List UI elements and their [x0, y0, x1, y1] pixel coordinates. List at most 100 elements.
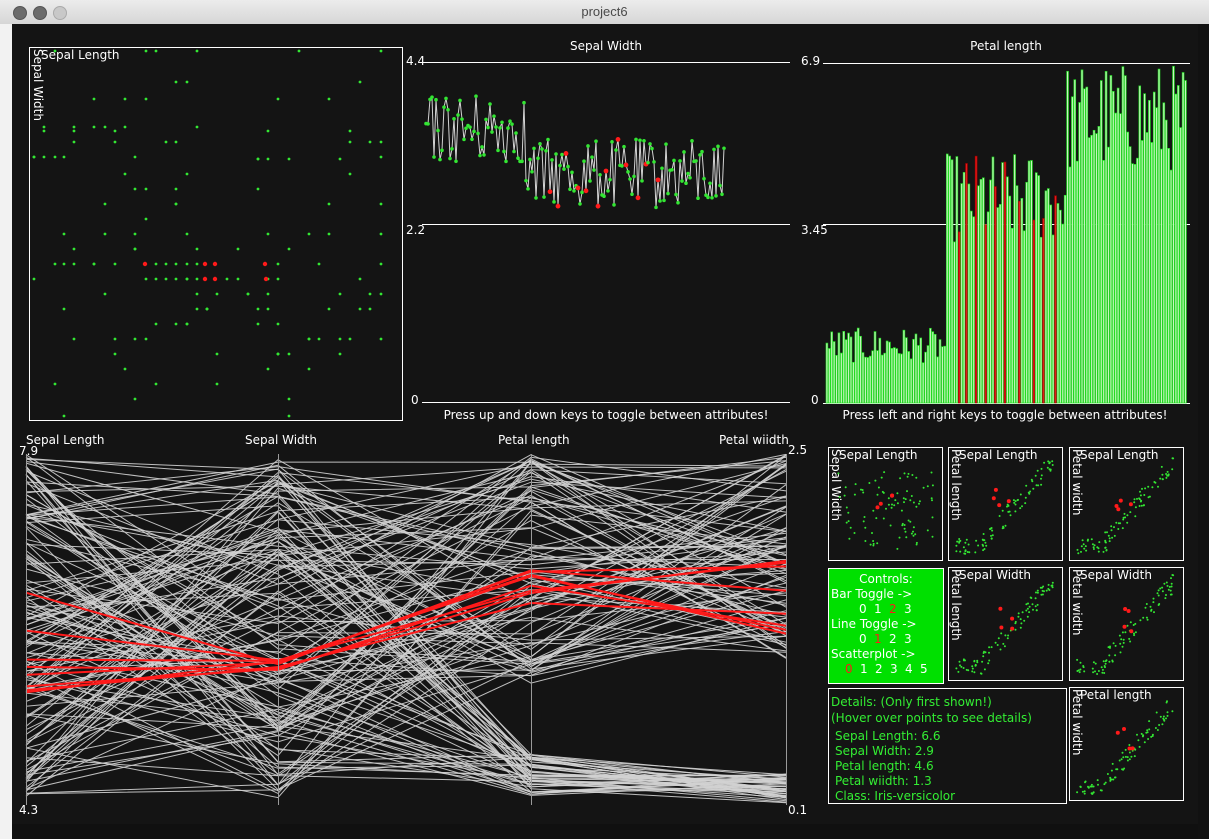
sketch-canvas[interactable]: Sepal Length Sepal Width Sepal Width 4.4…	[12, 24, 1198, 824]
matrix-y-label: Petal length	[949, 569, 963, 641]
matrix-point	[1170, 585, 1173, 588]
matrix-highlight-point	[997, 503, 1002, 508]
line-point	[558, 163, 562, 168]
matrix-point	[1104, 546, 1107, 549]
bar	[880, 354, 884, 404]
scatter-point	[113, 337, 117, 341]
scatter-point	[256, 157, 260, 161]
bar	[830, 331, 833, 404]
line-chart-panel[interactable]: Sepal Width 4.4 2.2 0 Press up and down …	[406, 39, 790, 422]
line-point	[646, 160, 650, 165]
line-point	[634, 137, 638, 142]
matrix-point	[1148, 720, 1151, 723]
line-point	[552, 200, 556, 204]
line-point	[438, 157, 442, 162]
matrix-point	[918, 502, 920, 505]
minimize-window-icon[interactable]	[33, 6, 47, 20]
bar-opts-0[interactable]: 0	[859, 602, 867, 616]
scatter-points[interactable]	[32, 49, 383, 418]
scatter-opts-1[interactable]: 1	[860, 662, 868, 676]
bar	[837, 332, 841, 404]
scatter-point	[164, 277, 168, 281]
line-point	[648, 142, 652, 146]
matrix-point	[1163, 718, 1165, 721]
background-window-edge	[0, 24, 12, 839]
bar	[929, 327, 932, 404]
matrix-point	[1083, 792, 1086, 795]
matrix-point	[1026, 615, 1029, 618]
matrix-point	[1136, 497, 1138, 500]
bar	[840, 352, 843, 404]
scatter-point	[379, 262, 383, 266]
matrix-point	[1163, 582, 1166, 585]
matrix-point	[991, 534, 994, 537]
scatter-opts-2[interactable]: 2	[875, 662, 883, 676]
matrix-point	[1129, 640, 1132, 643]
parallel-line	[25, 481, 787, 616]
matrix-highlight-point	[1122, 727, 1126, 731]
matrix-point	[1110, 525, 1113, 528]
line-point	[694, 159, 698, 163]
matrix-point	[1090, 538, 1093, 541]
line-series[interactable]	[424, 94, 726, 210]
matrix-point	[1092, 785, 1095, 788]
close-window-icon[interactable]	[13, 6, 27, 20]
matrix-cell-frame	[828, 447, 943, 561]
matrix-point	[1111, 762, 1114, 765]
bar-opts-2[interactable]: 2	[889, 602, 897, 616]
scatter-point	[42, 125, 46, 129]
bar	[1090, 134, 1093, 404]
matrix-point	[964, 549, 967, 552]
scatter-point	[266, 367, 270, 371]
line-point	[480, 145, 484, 149]
bar	[917, 345, 920, 404]
parallel-coordinates-panel[interactable]: Sepal Length Sepal Width Petal length Pe…	[19, 433, 807, 817]
matrix-point	[1145, 616, 1148, 619]
bar	[876, 350, 879, 404]
scatter-opts-3[interactable]: 3	[890, 662, 898, 676]
line-opts-0[interactable]: 0	[859, 632, 867, 646]
bar	[979, 179, 983, 404]
bar-chart-panel[interactable]: Petal length 6.9 3.45 0 Press left and r…	[801, 39, 1190, 422]
scatter-opts-4[interactable]: 4	[905, 662, 913, 676]
bar	[859, 335, 862, 404]
bar-opts-3[interactable]: 3	[904, 602, 912, 616]
scatter-point	[195, 307, 199, 311]
matrix-point	[1051, 581, 1054, 584]
matrix-point	[996, 644, 999, 646]
matrix-point	[1103, 783, 1106, 786]
matrix-point	[966, 551, 969, 553]
parallel-polylines[interactable]	[25, 453, 787, 804]
line-opts-1[interactable]: 1	[874, 632, 882, 646]
matrix-point	[1111, 536, 1114, 539]
matrix-point	[1140, 504, 1143, 507]
scatter-opts-5[interactable]: 5	[920, 662, 928, 676]
matrix-point	[1133, 498, 1136, 501]
line-opts-2[interactable]: 2	[889, 632, 897, 646]
matrix-point	[1019, 493, 1022, 496]
matrix-point	[1124, 755, 1127, 758]
scatterplot-panel[interactable]: Sepal Length Sepal Width	[29, 47, 403, 421]
scatter-opts-0[interactable]: 0	[845, 662, 853, 676]
scatter-point	[144, 217, 148, 221]
parallel-axis-label-1: Sepal Length	[26, 433, 105, 447]
bar	[1184, 80, 1187, 404]
matrix-highlight-point	[878, 501, 883, 506]
bar-series[interactable]	[825, 65, 1187, 404]
matrix-highlight-point	[1128, 502, 1133, 507]
bar-opts-1[interactable]: 1	[874, 602, 882, 616]
line-opts-3[interactable]: 3	[904, 632, 912, 646]
title-bar[interactable]: project6	[0, 0, 1209, 25]
zoom-window-icon[interactable]	[53, 6, 67, 20]
